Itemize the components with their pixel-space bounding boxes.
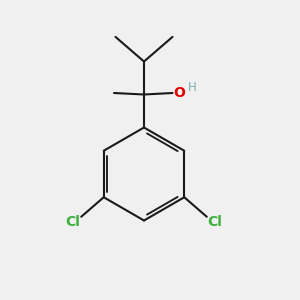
Text: H: H	[188, 81, 197, 94]
Text: Cl: Cl	[208, 215, 223, 229]
Text: Cl: Cl	[65, 215, 80, 229]
Text: O: O	[173, 86, 185, 100]
